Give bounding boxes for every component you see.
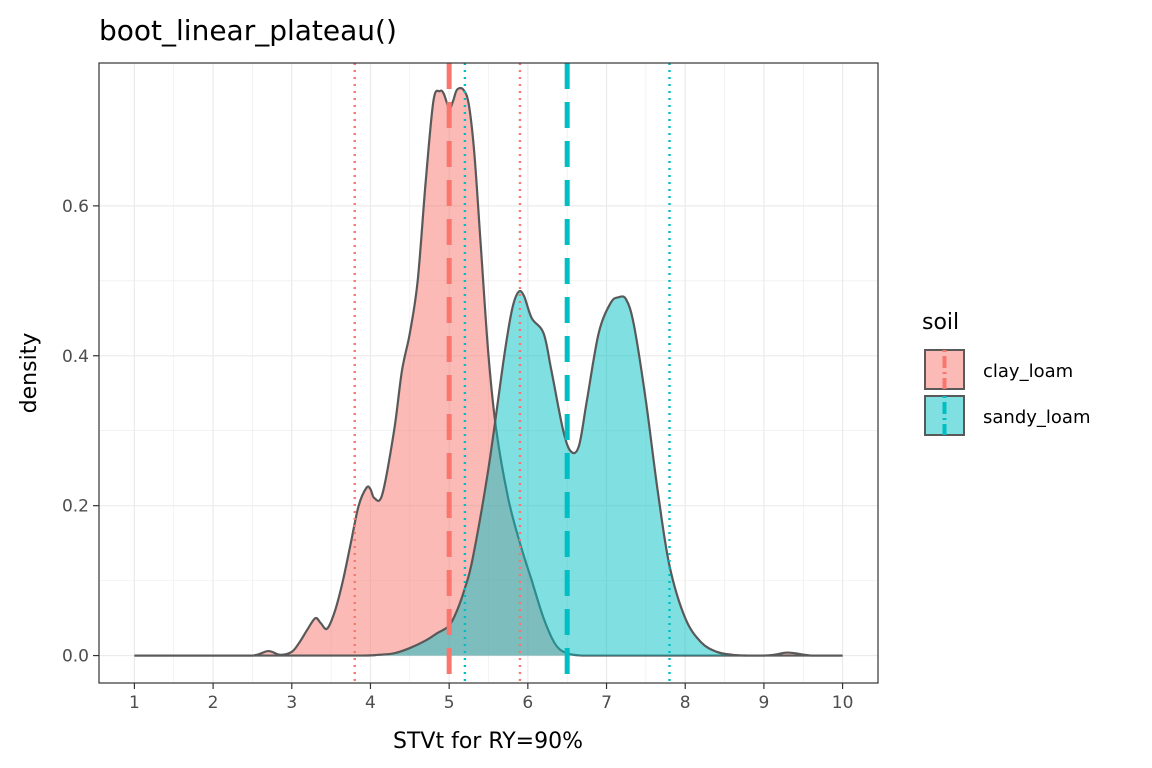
x-tick-label: 9 — [758, 693, 769, 713]
x-axis: 1 2 3 4 5 6 7 8 9 10 — [129, 683, 853, 713]
legend-item-sandy_loam: sandy_loam — [923, 394, 1090, 437]
y-axis: 0.0 0.2 0.4 0.6 — [62, 197, 99, 667]
y-tick-label: 0.6 — [62, 197, 89, 217]
x-tick-label: 3 — [286, 693, 297, 713]
y-tick-label: 0.4 — [62, 347, 89, 367]
x-tick-label: 7 — [601, 693, 612, 713]
y-tick-label: 0.2 — [62, 497, 89, 517]
x-tick-label: 4 — [365, 693, 376, 713]
density-areas — [134, 86, 843, 657]
x-axis-title: STVt for RY=90% — [393, 729, 583, 754]
density-area-clay_loam — [134, 88, 843, 656]
y-axis-title: density — [17, 333, 42, 414]
reference-lines — [353, 63, 671, 683]
legend-item-clay_loam: clay_loam — [923, 348, 1073, 391]
x-tick-label: 1 — [129, 693, 140, 713]
chart-title: boot_linear_plateau() — [99, 14, 397, 47]
x-tick-label: 2 — [208, 693, 219, 713]
plot-border — [98, 62, 879, 684]
x-tick-label: 8 — [680, 693, 691, 713]
x-tick-label: 10 — [832, 693, 854, 713]
legend: soil clay_loam sandy_loam — [922, 310, 1090, 437]
density-line-sandy_loam — [134, 289, 843, 657]
legend-label-sandy_loam: sandy_loam — [983, 407, 1090, 428]
legend-title: soil — [922, 310, 959, 335]
x-tick-label: 6 — [522, 693, 533, 713]
y-tick-label: 0.0 — [62, 647, 89, 667]
legend-label-clay_loam: clay_loam — [983, 361, 1073, 382]
x-tick-label: 5 — [444, 693, 455, 713]
